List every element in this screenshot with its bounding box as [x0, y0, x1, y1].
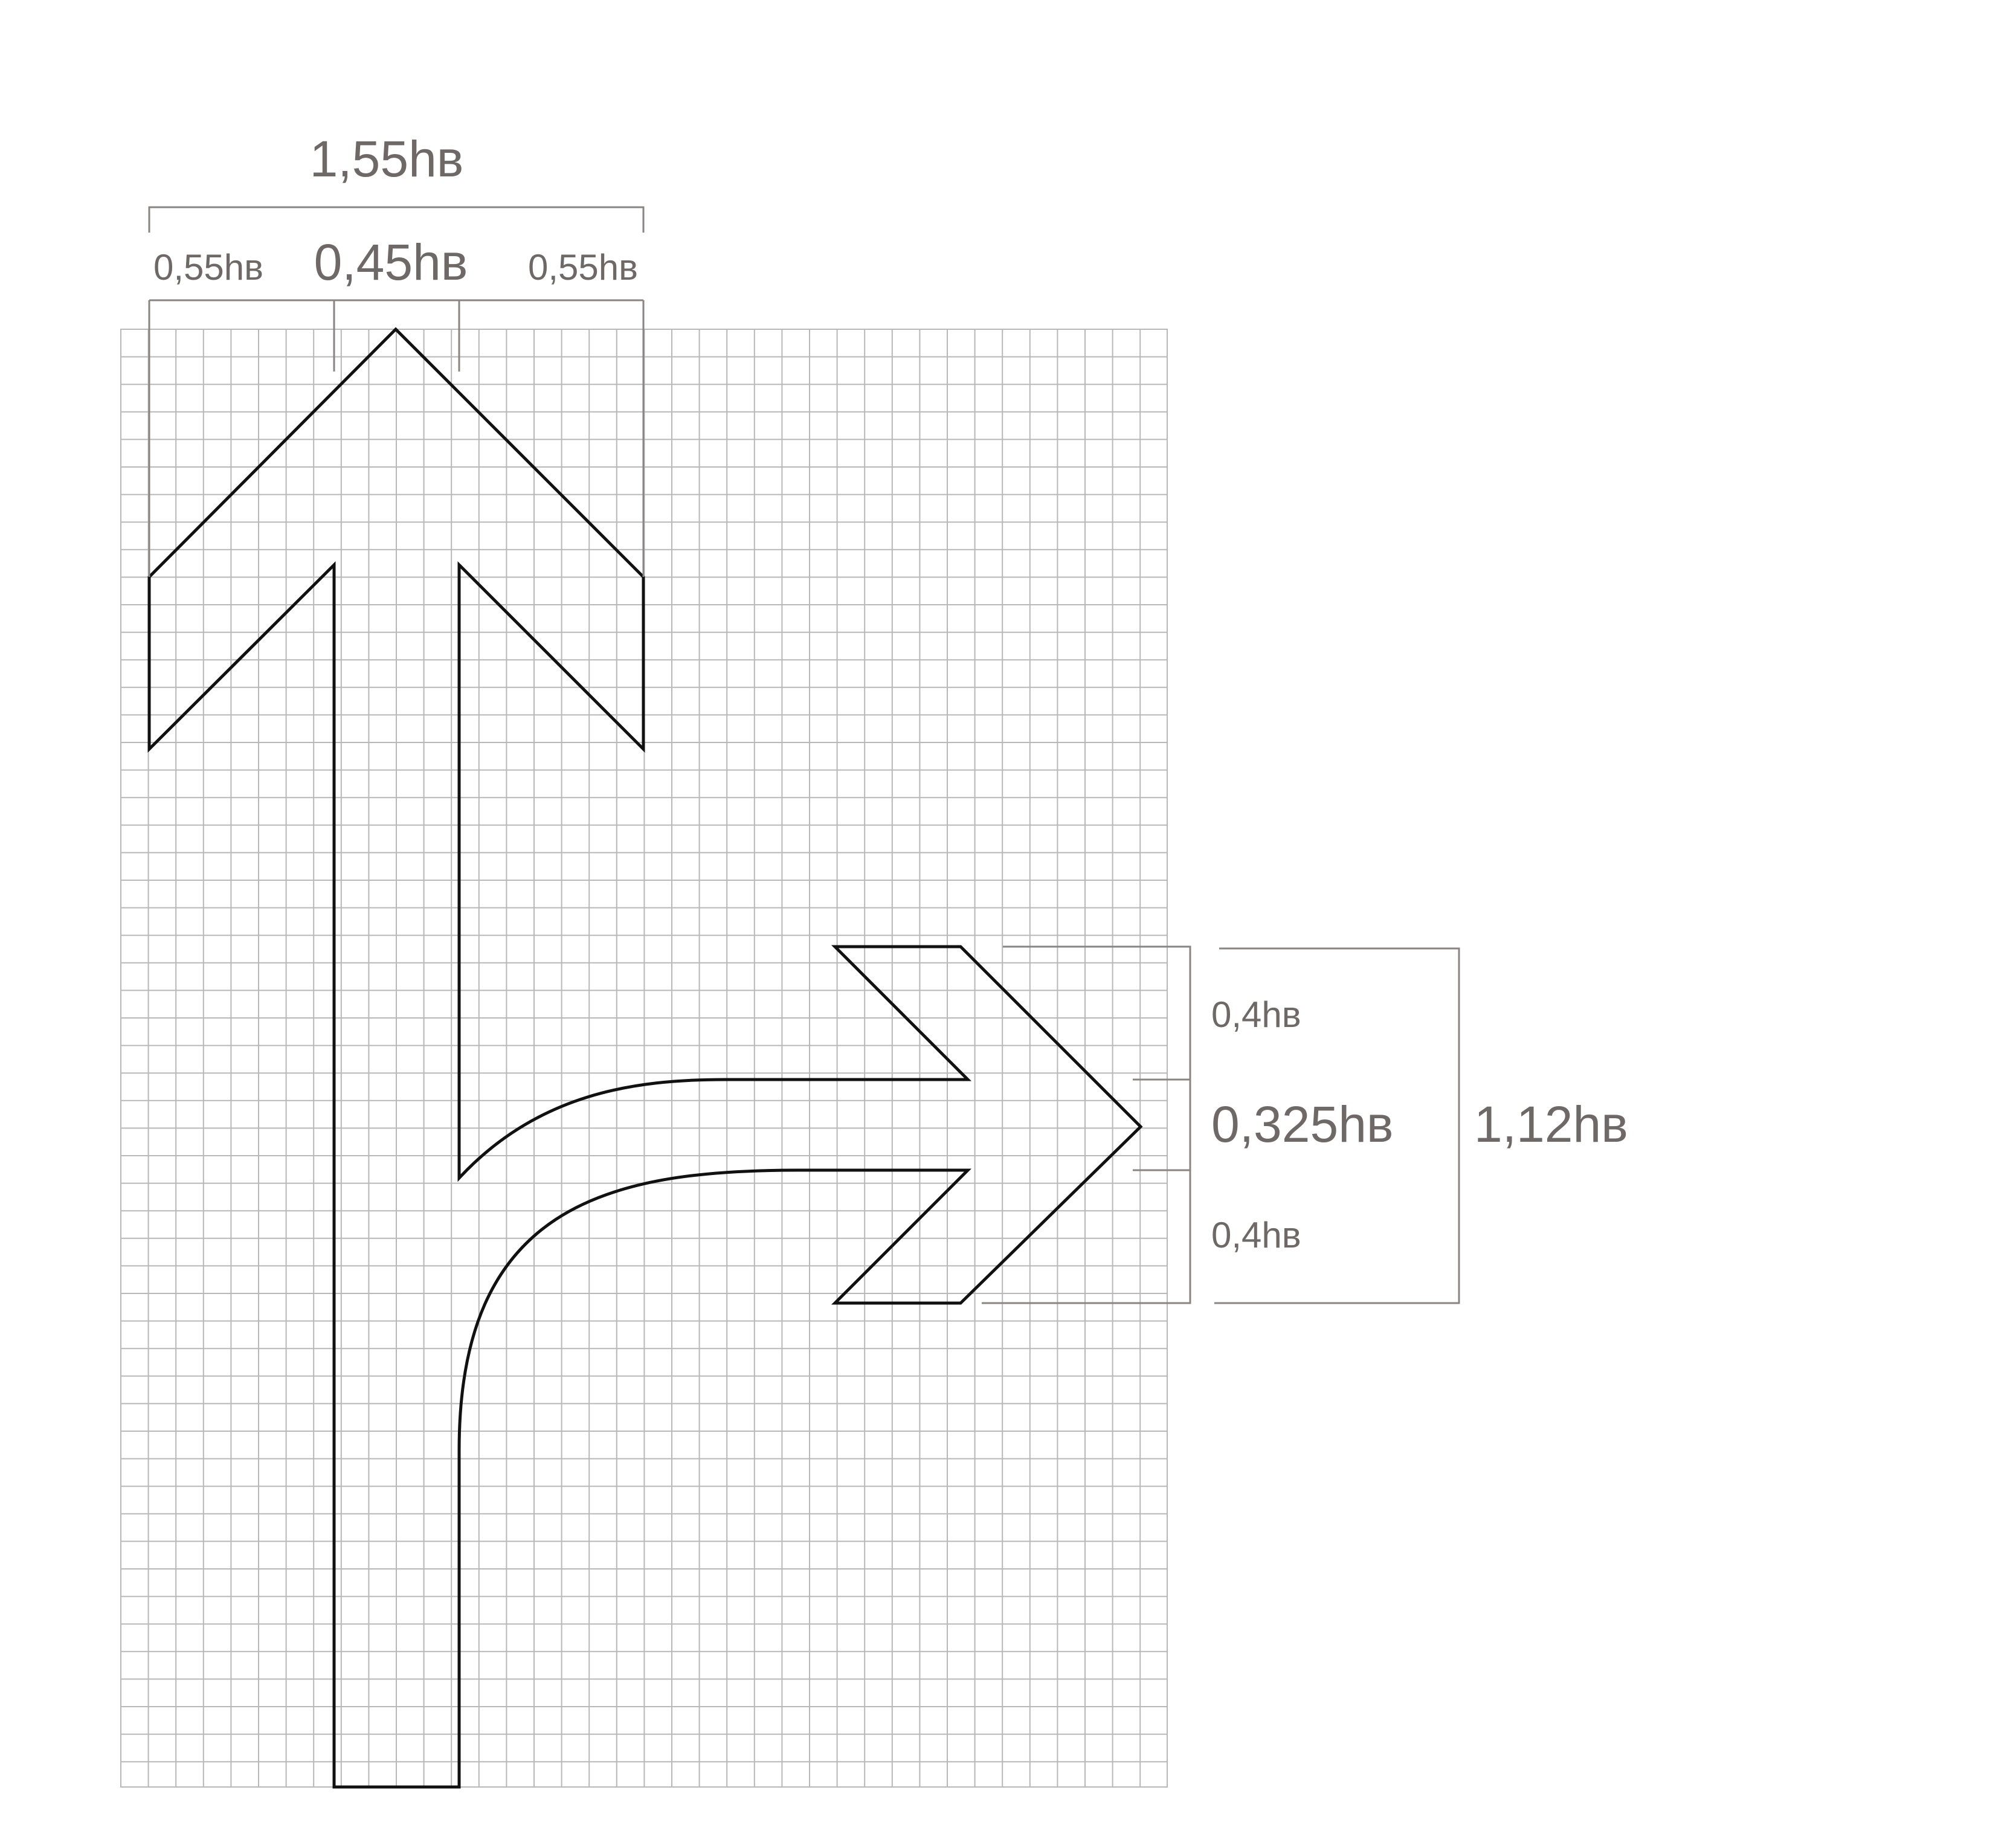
- total-height-label: 1,12hв: [1474, 1096, 1628, 1153]
- right-barb-label: 0,55hв: [528, 247, 638, 288]
- shaft-width-label: 0,45hв: [314, 234, 468, 291]
- lower-barb-label: 0,4hв: [1211, 1215, 1301, 1255]
- arrow-outline: [147, 327, 1143, 1789]
- barb-height-bracket: [982, 945, 1191, 1304]
- total-width-bracket: [148, 206, 645, 233]
- top-dimension-lines: [148, 206, 645, 577]
- right-dimension-lines: [982, 945, 1460, 1304]
- total-height-bracket: [1214, 947, 1460, 1304]
- upper-barb-label: 0,4hв: [1211, 994, 1301, 1035]
- branch-width-label: 0,325hв: [1211, 1096, 1394, 1153]
- total-width-label: 1,55hв: [310, 130, 464, 187]
- left-barb-label: 0,55hв: [153, 247, 263, 288]
- background-grid: [120, 329, 1168, 1788]
